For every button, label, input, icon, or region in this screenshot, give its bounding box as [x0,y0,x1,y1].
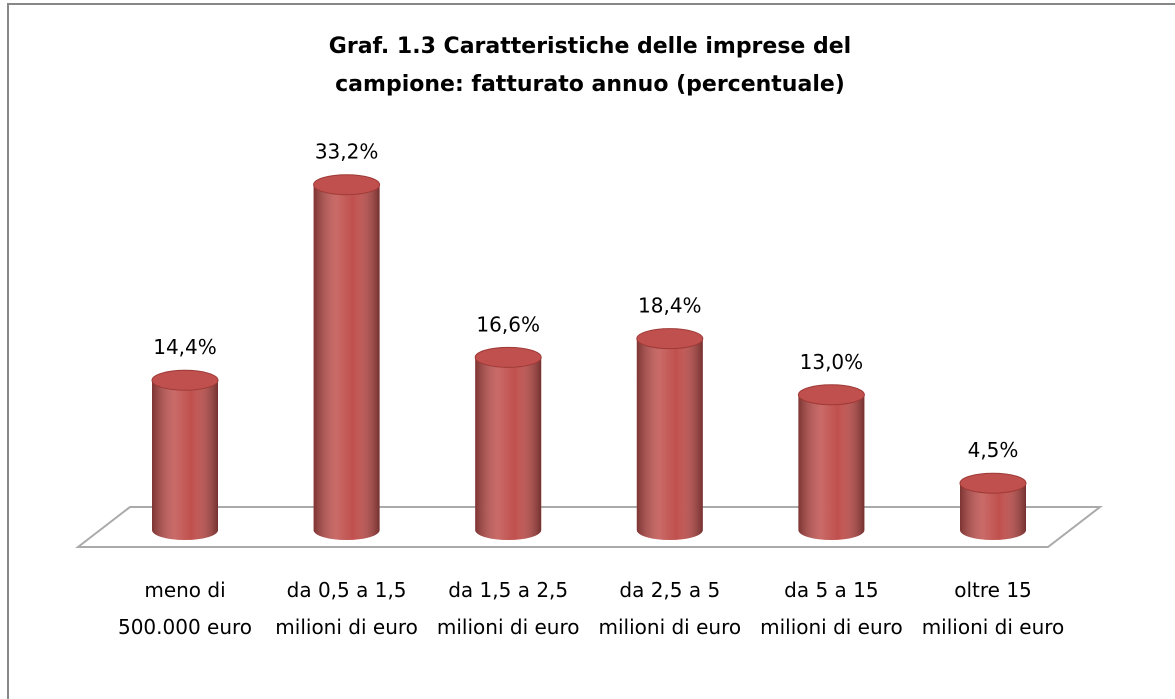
value-label: 13,0% [800,350,864,374]
x-tick-label: da 2,5 a 5 milioni di euro [598,578,742,639]
x-tick-label: oltre 15 milioni di euro [921,578,1065,639]
bar-shade [475,357,542,540]
value-label: 18,4% [638,294,702,318]
bar-shade [798,394,865,540]
value-label: 16,6% [476,312,540,336]
bar-top [313,174,381,196]
bar-top [474,346,542,368]
value-label: 33,2% [315,140,379,164]
x-tick-label: da 0,5 a 1,5 milioni di euro [275,578,418,639]
bar-shade [960,483,1026,540]
bar-top [636,328,704,350]
x-tick-label: da 1,5 a 2,5 milioni di euro [436,578,580,639]
bar-top [797,384,865,406]
x-tick-label: da 5 a 15 milioni di euro [760,578,903,639]
chart-title: Graf. 1.3 Caratteristiche delle imprese … [328,34,852,97]
bar-shade [636,338,703,540]
bar-top [151,369,219,391]
bar-top [959,472,1027,494]
floor [75,506,1103,548]
value-label: 4,5% [968,438,1019,462]
value-label: 14,4% [153,335,217,359]
chart-border [7,3,1175,699]
bar-shade [313,184,380,540]
x-tick-label: meno di 500.000 euro [117,578,253,639]
bar-shade [152,380,218,540]
